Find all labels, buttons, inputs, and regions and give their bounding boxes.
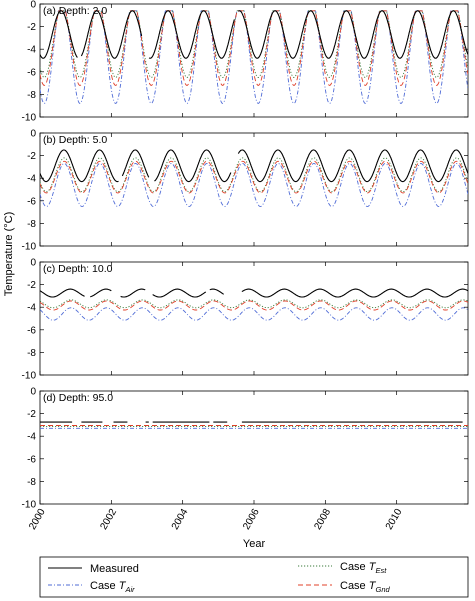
y-tick-label: -10 — [22, 242, 37, 253]
x-tick-label: 2010 — [384, 507, 405, 532]
series-line-t_est — [40, 299, 468, 309]
x-tick-label: 2006 — [241, 507, 262, 532]
panel-frame — [39, 132, 469, 247]
series-line-t_air — [40, 163, 468, 207]
legend-label-measured: Measured — [90, 563, 139, 575]
panel-title: (d) Depth: 95.0 — [43, 392, 113, 404]
y-tick-label: -6 — [27, 454, 36, 465]
y-tick-label: -4 — [27, 303, 36, 314]
y-tick-label: -2 — [27, 409, 36, 420]
panel-title: (b) Depth: 5.0 — [43, 134, 107, 146]
y-tick-label: 0 — [30, 258, 36, 269]
y-tick-label: 0 — [30, 387, 36, 398]
panel-title: (a) Depth: 2.0 — [43, 5, 107, 17]
y-tick-label: -4 — [27, 174, 36, 185]
series-line-t_est — [40, 157, 468, 193]
legend: Measured Case TEst Case TAir Case TGnd — [39, 556, 469, 598]
series-line-t_air — [40, 307, 468, 321]
y-tick-label: -2 — [27, 280, 36, 291]
legend-label-t_est: Case TEst — [340, 561, 387, 575]
y-tick-label: -4 — [27, 45, 36, 56]
series-line-t_est — [40, 10, 468, 78]
y-tick-label: 0 — [30, 129, 36, 140]
legend-label-t_air: Case TAir — [90, 580, 135, 594]
panel-frame — [39, 261, 469, 376]
y-tick-label: -6 — [27, 67, 36, 78]
series-line-t_gnd — [40, 160, 468, 194]
panel-2: 0 -2 -4 -6 -8 -10 (b) Depth: 5.0 — [22, 129, 469, 253]
panel-3: 0 -2 -4 -6 -8 -10 (c) Depth: 10.0 — [22, 258, 469, 382]
y-tick-label: -2 — [27, 151, 36, 162]
y-tick-label: -2 — [27, 22, 36, 33]
x-tick-label: 2008 — [312, 507, 333, 532]
y-tick-label: -6 — [27, 325, 36, 336]
x-tick-label: 2002 — [98, 507, 119, 532]
panels-group: 0 -2 -4 -6 -8 -10 (a) Depth: 2.0 0 -2 -4 -6 -8 -10 (b… — [22, 0, 469, 511]
y-tick-label: -10 — [22, 371, 37, 382]
series-line-t_gnd — [40, 300, 468, 311]
series-line-t_gnd — [40, 10, 468, 86]
x-axis: 2000 2002 2004 2006 2008 2010 — [27, 507, 405, 532]
y-tick-label: -10 — [22, 500, 37, 511]
y-tick-label: -8 — [27, 90, 36, 101]
panel-1: 0 -2 -4 -6 -8 -10 (a) Depth: 2.0 — [22, 0, 469, 124]
y-tick-label: 0 — [30, 0, 36, 11]
y-tick-label: -10 — [22, 113, 37, 124]
y-tick-label: -6 — [27, 196, 36, 207]
y-tick-label: -4 — [27, 432, 36, 443]
series-line-measured — [40, 149, 468, 183]
panel-frame — [39, 3, 469, 118]
legend-frame — [39, 556, 469, 598]
y-tick-label: -8 — [27, 219, 36, 230]
legend-label-t_gnd: Case TGnd — [340, 580, 390, 594]
panel-frame — [39, 390, 469, 505]
panel-title: (c) Depth: 10.0 — [43, 263, 113, 275]
series-line-t_air — [40, 10, 468, 104]
panel-4: 0 -2 -4 -6 -8 -10 (d) Depth: 95.0 — [22, 387, 469, 511]
y-tick-label: -8 — [27, 477, 36, 488]
series-line-measured — [40, 288, 468, 298]
y-tick-label: -8 — [27, 348, 36, 359]
series-line-measured — [40, 10, 468, 59]
x-axis-label: Year — [243, 538, 266, 550]
x-tick-label: 2004 — [170, 507, 191, 532]
y-axis-label: Temperature (°C) — [3, 212, 15, 296]
